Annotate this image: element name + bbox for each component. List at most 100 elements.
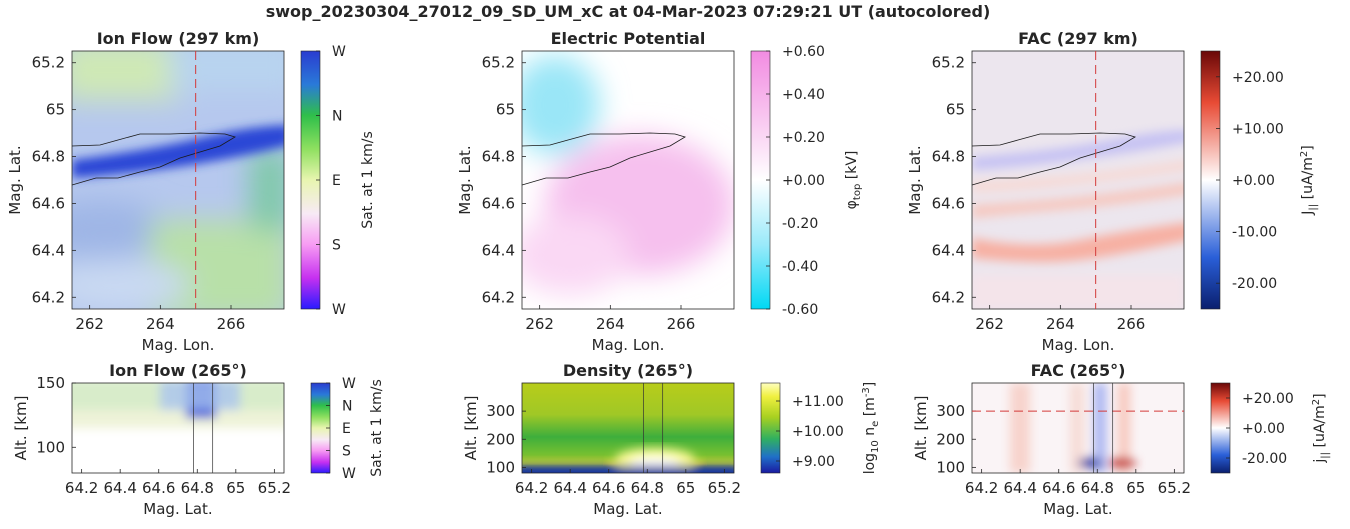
electric-potential-map-title: Electric Potential xyxy=(551,29,706,48)
ion-flow-map-xlabel: Mag. Lon. xyxy=(142,336,215,354)
density-profile-xtick-label: 65.2 xyxy=(708,479,741,497)
electric-potential-map-colorbar-tick-label: -0.40 xyxy=(782,259,818,275)
ion-flow-profile-ytick-label: 100 xyxy=(36,438,65,456)
ion-flow-profile-colorbar-tick-label: W xyxy=(342,376,356,392)
electric-potential-map-xlabel: Mag. Lon. xyxy=(592,336,665,354)
ion-flow-profile-xtick-label: 64.2 xyxy=(65,479,98,497)
fac-profile-xtick-label: 64.8 xyxy=(1081,479,1114,497)
fac-map-xtick-label: 264 xyxy=(1046,315,1075,333)
density-profile-xtick-label: 64.6 xyxy=(592,479,625,497)
figure-title: swop_20230304_27012_09_SD_UM_xC at 04-Ma… xyxy=(266,2,991,21)
fac-map-ytick-label: 64.2 xyxy=(932,288,965,306)
fac-map-colorbar-tick-label: +10.00 xyxy=(1232,121,1284,137)
fac-map-ylabel: Mag. Lat. xyxy=(906,145,924,214)
fac-profile-panel xyxy=(971,382,1185,474)
fac-map-ytick-label: 64.6 xyxy=(932,194,965,212)
electric-potential-map-ytick-label: 64.4 xyxy=(482,241,515,259)
density-profile-ylabel: Alt. [km] xyxy=(462,396,480,461)
ion-flow-profile-xtick-label: 64.8 xyxy=(181,479,214,497)
ion-flow-map-ylabel: Mag. Lat. xyxy=(6,145,24,214)
density-profile-xtick-label: 64.2 xyxy=(515,479,548,497)
fac-map-field xyxy=(972,130,1184,309)
fac-map-colorbar-tick-label: +0.00 xyxy=(1232,173,1275,189)
fac-map-ytick-label: 64.8 xyxy=(932,148,965,166)
fac-profile-colorbar-tick-label: -20.00 xyxy=(1242,451,1287,467)
ion-flow-map-title: Ion Flow (297 km) xyxy=(97,29,260,48)
ion-flow-profile-colorbar-label: Sat. at 1 km/s xyxy=(369,379,385,477)
ion-flow-profile-ytick-label: 150 xyxy=(36,374,65,392)
fac-map-ytick-label: 64.4 xyxy=(932,241,965,259)
electric-potential-map-colorbar-tick-label: -0.20 xyxy=(782,216,818,232)
ion-flow-profile-field xyxy=(72,383,284,428)
density-profile-xtick-label: 64.8 xyxy=(631,479,664,497)
density-colorbar-label: log10 ne [m-3] xyxy=(861,382,881,475)
ion-flow-map-colorbar-tick-label: S xyxy=(332,238,341,254)
fac-map-contour xyxy=(971,132,1136,186)
fac-map-xtick-label: 262 xyxy=(975,315,1004,333)
fac-map-title: FAC (297 km) xyxy=(1018,29,1138,48)
electric-potential-map-ytick-label: 64.8 xyxy=(482,148,515,166)
ion-flow-map-xtick-label: 264 xyxy=(146,315,175,333)
fac-map-xtick-label: 266 xyxy=(1117,315,1146,333)
electric-potential-map-ytick-label: 64.6 xyxy=(482,194,515,212)
fac-map-panel xyxy=(971,50,1185,310)
electric-potential-map-ylabel: Mag. Lat. xyxy=(456,145,474,214)
ion-flow-profile-colorbar-tick-label: E xyxy=(342,421,351,437)
fac-map-colorbar-tick-label: -10.00 xyxy=(1232,225,1277,241)
ion-flow-profile-colorbar-tick-label: S xyxy=(342,444,351,460)
ion-flow-map-colorbar-tick-label: N xyxy=(332,109,342,125)
ion-flow-map-ytick-label: 64.4 xyxy=(32,241,65,259)
ion-flow-map-ytick-label: 64.6 xyxy=(32,194,65,212)
density-profile-colorbar-tick-label: +9.00 xyxy=(792,454,835,470)
ion-flow-profile-ylabel: Alt. [km] xyxy=(12,396,30,461)
density-profile-xtick-label: 65 xyxy=(676,479,695,497)
fac-profile-xlabel: Mag. Lat. xyxy=(1043,500,1112,518)
electric-potential-map-xtick-label: 262 xyxy=(525,315,554,333)
fac-map-colorbar-label: J|| [uA/m2] xyxy=(1299,145,1319,215)
density-profile-xlabel: Mag. Lat. xyxy=(593,500,662,518)
ion-flow-map-ytick-label: 65.2 xyxy=(32,54,65,72)
density-profile-field xyxy=(522,448,734,473)
ion-flow-map-xtick-label: 266 xyxy=(217,315,246,333)
density-profile-colorbar-tick-label: +11.00 xyxy=(792,394,844,410)
electric-potential-map-contour xyxy=(521,132,686,186)
electric-potential-map-field xyxy=(522,55,734,295)
fac-map-ytick-label: 65.2 xyxy=(932,54,965,72)
ion-flow-profile-panel xyxy=(71,382,285,474)
density-profile-ytick-label: 200 xyxy=(486,430,515,448)
ion-flow-profile-colorbar-tick-label: W xyxy=(342,466,356,482)
electric-potential-colorbar-label: φtop [kV] xyxy=(844,151,863,210)
fac-profile-title: FAC (265°) xyxy=(1031,361,1126,380)
fac-profile-colorbar-tick-label: +20.00 xyxy=(1242,391,1294,407)
ion-flow-map-ytick-label: 64.8 xyxy=(32,148,65,166)
fac-profile-xtick-label: 64.6 xyxy=(1042,479,1075,497)
fac-profile-xtick-label: 65 xyxy=(1126,479,1145,497)
density-profile-title: Density (265°) xyxy=(563,361,693,380)
fac-profile-ytick-label: 100 xyxy=(936,458,965,476)
fac-map-ytick-label: 65 xyxy=(946,101,965,119)
ion-flow-profile-colorbar-tick-label: N xyxy=(342,399,352,415)
electric-potential-map-colorbar-tick-label: +0.60 xyxy=(782,44,825,60)
electric-potential-map-ytick-label: 64.2 xyxy=(482,288,515,306)
ion-flow-map-contour xyxy=(71,132,236,186)
density-profile-xtick-label: 64.4 xyxy=(553,479,586,497)
ion-flow-profile-xlabel: Mag. Lat. xyxy=(143,500,212,518)
fac-map-xlabel: Mag. Lon. xyxy=(1042,336,1115,354)
fac-profile-field xyxy=(1010,383,1136,473)
ion-flow-profile-xtick-label: 65.2 xyxy=(258,479,291,497)
electric-potential-map-xtick-label: 266 xyxy=(667,315,696,333)
ion-flow-map-colorbar-tick-label: W xyxy=(332,302,346,318)
fac-profile-ylabel: Alt. [km] xyxy=(912,396,930,461)
fac-profile-ytick-label: 300 xyxy=(936,402,965,420)
ion-flow-map-ytick-label: 65 xyxy=(46,101,65,119)
electric-potential-map-colorbar-tick-label: +0.40 xyxy=(782,87,825,103)
ion-flow-map-field xyxy=(72,51,284,309)
electric-potential-map-xtick-label: 264 xyxy=(596,315,625,333)
ion-flow-map-ytick-label: 64.2 xyxy=(32,288,65,306)
fac-profile-colorbar-label: j|| [uA/m2] xyxy=(1311,393,1331,463)
density-profile-ytick-label: 300 xyxy=(486,402,515,420)
ion-flow-profile-xtick-label: 64.4 xyxy=(103,479,136,497)
ion-flow-map-colorbar-tick-label: W xyxy=(332,44,346,60)
ion-flow-profile-xtick-label: 64.6 xyxy=(142,479,175,497)
ion-flow-profile-title: Ion Flow (265°) xyxy=(109,361,247,380)
